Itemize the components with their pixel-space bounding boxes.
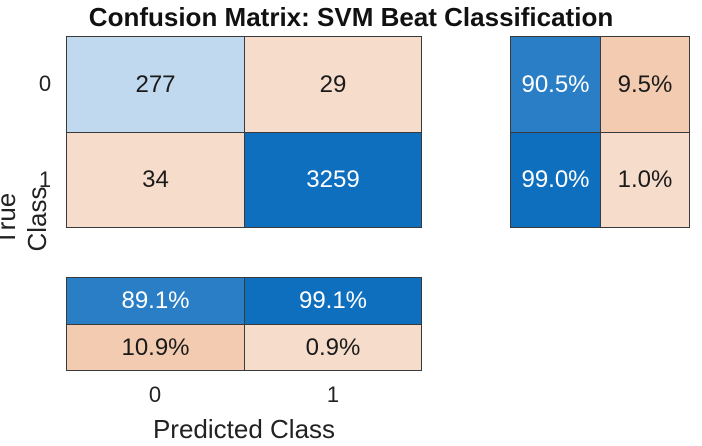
y-tick-label: 1 — [38, 167, 52, 192]
x-axis-label: Predicted Class — [152, 414, 336, 444]
x-tick-label: 0 — [148, 382, 162, 407]
x-tick-label: 1 — [326, 382, 340, 407]
row-summary-cell: 9.5% — [600, 36, 690, 133]
matrix-cell: 34 — [66, 132, 245, 228]
chart-title: Confusion Matrix: SVM Beat Classificatio… — [88, 2, 614, 32]
matrix-cell: 3259 — [244, 132, 422, 228]
row-summary-cell: 90.5% — [510, 36, 601, 133]
column-summary-cell: 10.9% — [66, 324, 245, 371]
matrix-cell: 277 — [66, 36, 245, 133]
column-summary-cell: 0.9% — [244, 324, 422, 371]
row-summary-cell: 99.0% — [510, 132, 601, 228]
row-summary-cell: 1.0% — [600, 132, 690, 228]
matrix-cell: 29 — [244, 36, 422, 133]
column-summary-cell: 99.1% — [244, 277, 422, 325]
column-summary-cell: 89.1% — [66, 277, 245, 325]
y-tick-label: 0 — [38, 71, 52, 96]
